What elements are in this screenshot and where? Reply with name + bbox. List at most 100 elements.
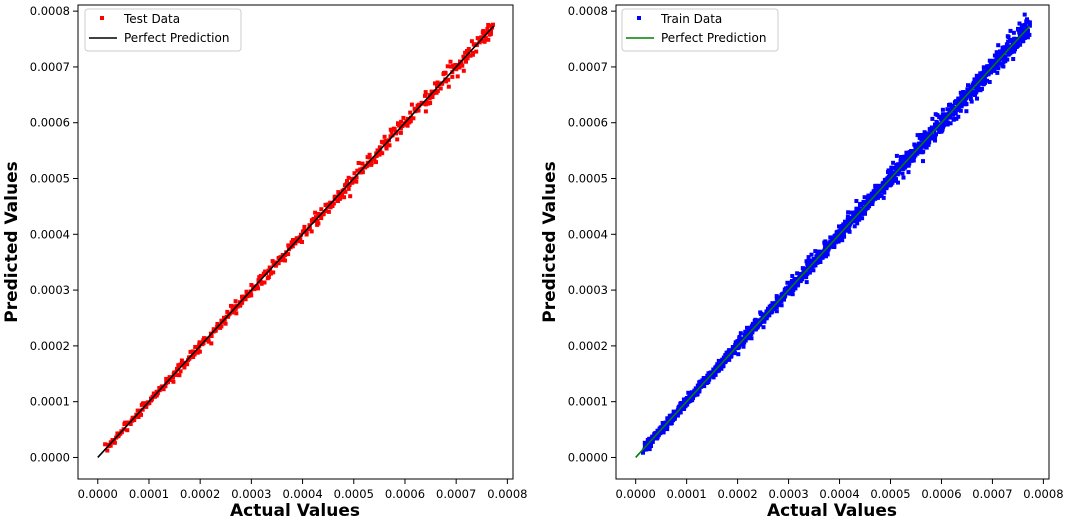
data-point bbox=[658, 431, 663, 436]
data-point bbox=[283, 258, 287, 263]
data-point bbox=[382, 141, 387, 146]
data-point bbox=[354, 175, 359, 180]
data-point bbox=[185, 362, 190, 367]
data-point bbox=[785, 291, 790, 296]
data-point bbox=[915, 133, 920, 138]
data-point bbox=[230, 306, 235, 311]
data-point bbox=[718, 365, 723, 370]
data-point bbox=[855, 221, 860, 226]
data-point bbox=[262, 280, 267, 285]
y-tick-label: 0.0004 bbox=[30, 227, 70, 241]
data-point bbox=[1021, 38, 1026, 43]
data-point bbox=[989, 68, 994, 72]
data-point bbox=[1025, 29, 1030, 34]
right-legend-box bbox=[621, 8, 779, 52]
x-tick-label: 0.0000 bbox=[616, 487, 656, 501]
data-point bbox=[389, 129, 394, 134]
data-point bbox=[969, 99, 974, 104]
data-point bbox=[141, 401, 146, 406]
data-point bbox=[140, 407, 145, 412]
data-point bbox=[112, 440, 117, 445]
data-point bbox=[468, 53, 473, 58]
data-point bbox=[336, 190, 341, 195]
data-point bbox=[1003, 57, 1007, 62]
data-point bbox=[740, 341, 745, 345]
x-tick-label: 0.0006 bbox=[385, 487, 425, 501]
y-tick-label: 0.0003 bbox=[30, 283, 70, 297]
data-point bbox=[867, 204, 872, 208]
left-x-ticks: 0.0000 0.0001 0.0002 0.0003 0.0004 0.0005 0.00… bbox=[78, 479, 527, 501]
y-tick-label: 0.0008 bbox=[568, 4, 608, 18]
right-legend-line-label: Perfect Prediction bbox=[661, 31, 766, 45]
data-point bbox=[279, 258, 284, 263]
x-tick-label: 0.0002 bbox=[717, 487, 757, 501]
data-point bbox=[314, 215, 318, 220]
data-point bbox=[782, 294, 787, 299]
data-point bbox=[889, 165, 894, 170]
data-point bbox=[488, 32, 493, 36]
data-point bbox=[926, 142, 931, 147]
data-point bbox=[749, 336, 754, 341]
data-point bbox=[310, 219, 315, 224]
data-point bbox=[453, 63, 458, 67]
data-point bbox=[252, 287, 257, 292]
data-point bbox=[807, 270, 812, 275]
data-point bbox=[398, 126, 403, 131]
data-point bbox=[1013, 41, 1018, 46]
data-point bbox=[283, 253, 288, 257]
data-point bbox=[694, 392, 699, 397]
data-point bbox=[900, 171, 905, 176]
data-point bbox=[828, 244, 833, 249]
data-point bbox=[995, 70, 1000, 75]
data-point bbox=[996, 43, 1001, 48]
data-point bbox=[940, 107, 945, 112]
data-point bbox=[316, 221, 321, 226]
data-point bbox=[241, 294, 246, 299]
data-point bbox=[994, 56, 999, 61]
data-point bbox=[989, 70, 994, 75]
data-point bbox=[841, 222, 846, 227]
data-point bbox=[761, 325, 766, 330]
data-point bbox=[785, 280, 790, 285]
data-point bbox=[847, 229, 852, 234]
data-point bbox=[745, 325, 749, 330]
data-point bbox=[244, 289, 249, 294]
data-point bbox=[1004, 42, 1009, 47]
data-point bbox=[762, 319, 767, 324]
data-point bbox=[326, 209, 331, 214]
data-point bbox=[965, 87, 970, 92]
data-point bbox=[486, 37, 491, 42]
data-point bbox=[934, 132, 938, 137]
data-point bbox=[377, 152, 382, 157]
data-point bbox=[784, 287, 789, 292]
data-point bbox=[884, 186, 889, 191]
data-point bbox=[839, 231, 844, 236]
data-point bbox=[930, 116, 935, 121]
data-point bbox=[455, 74, 460, 79]
data-point bbox=[964, 96, 969, 100]
data-point bbox=[981, 65, 986, 70]
data-point bbox=[382, 134, 387, 139]
data-point bbox=[1011, 57, 1016, 61]
data-point bbox=[779, 299, 784, 304]
data-point bbox=[139, 412, 143, 417]
data-point bbox=[729, 354, 734, 359]
data-point bbox=[174, 373, 179, 377]
data-point bbox=[454, 67, 459, 72]
data-point bbox=[999, 50, 1004, 55]
data-point bbox=[716, 368, 721, 373]
data-point bbox=[918, 145, 923, 150]
data-point bbox=[839, 234, 844, 239]
data-point bbox=[1012, 36, 1017, 41]
data-point bbox=[485, 27, 490, 31]
data-point bbox=[427, 96, 432, 101]
data-point bbox=[896, 169, 901, 174]
data-point bbox=[360, 170, 365, 175]
data-point bbox=[1027, 20, 1032, 25]
data-point bbox=[128, 422, 133, 426]
data-point bbox=[669, 421, 674, 426]
data-point bbox=[953, 111, 958, 116]
data-point bbox=[430, 95, 435, 99]
data-point bbox=[352, 171, 357, 176]
data-point bbox=[879, 194, 884, 198]
